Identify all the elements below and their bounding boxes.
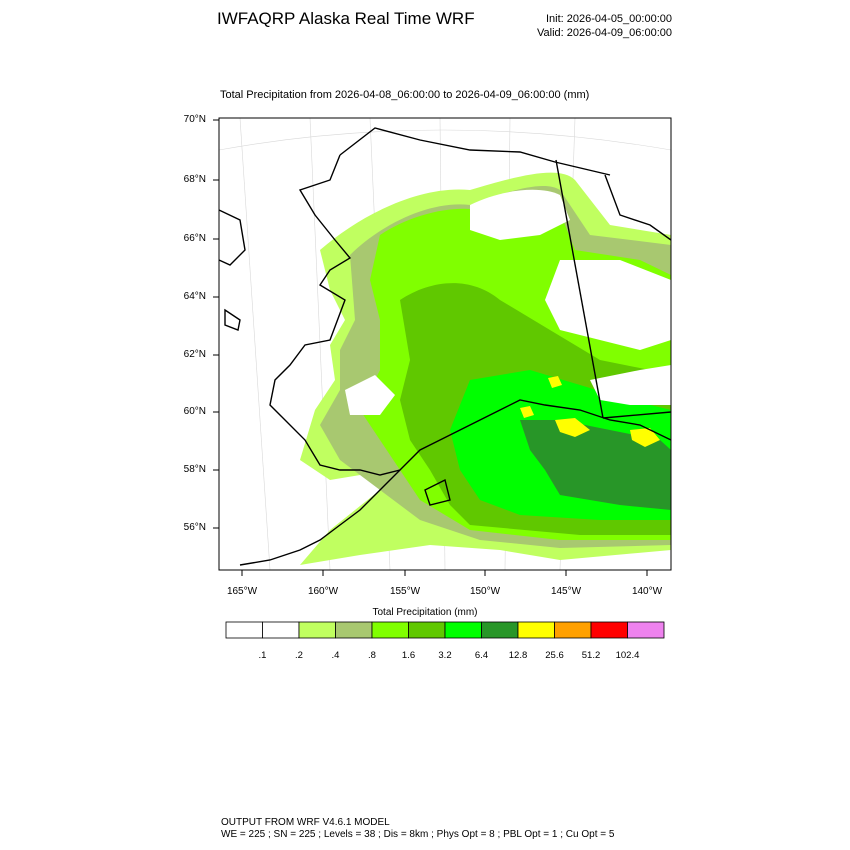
axis-ticks (213, 119, 648, 576)
colorbar-label: 12.8 (508, 650, 528, 661)
colorbar-label: 1.6 (401, 650, 416, 661)
lat-label: 56°N (183, 522, 206, 533)
lon-label: 155°W (389, 586, 421, 597)
colorbar-swatch (298, 621, 336, 639)
colorbar-swatch (554, 621, 592, 639)
lon-label: 145°W (550, 586, 582, 597)
map-area (219, 118, 671, 570)
lon-label: 165°W (226, 586, 258, 597)
colorbar (225, 621, 665, 639)
colorbar-label: .2 (295, 650, 303, 661)
lat-label: 68°N (183, 174, 206, 185)
colorbar-swatch (627, 621, 665, 639)
colorbar-label: .8 (368, 650, 376, 661)
footer-model: OUTPUT FROM WRF V4.6.1 MODEL (221, 817, 390, 828)
lat-label: 58°N (183, 464, 206, 475)
colorbar-label: 102.4 (615, 650, 640, 661)
colorbar-swatch (481, 621, 519, 639)
colorbar-label: 51.2 (581, 650, 601, 661)
colorbar-swatch (371, 621, 409, 639)
colorbar-label: .1 (258, 650, 267, 661)
lat-label: 66°N (183, 233, 206, 244)
colorbar-swatch (262, 621, 300, 639)
colorbar-label: .4 (331, 650, 340, 661)
valid-time: Valid: 2026-04-09_06:00:00 (537, 27, 672, 39)
coastline (219, 127, 671, 566)
plot-title: Total Precipitation from 2026-04-08_06:0… (220, 89, 590, 101)
lat-label: 64°N (183, 291, 206, 302)
colorbar-swatch (590, 621, 628, 639)
init-time: Init: 2026-04-05_00:00:00 (546, 13, 672, 25)
footer-config: WE = 225 ; SN = 225 ; Levels = 38 ; Dis … (221, 829, 615, 840)
lon-label: 140°W (631, 586, 663, 597)
lat-label: 60°N (183, 406, 206, 417)
colorbar-label: 25.6 (545, 650, 564, 661)
colorbar-swatch (335, 621, 373, 639)
colorbar-label: 6.4 (474, 650, 489, 661)
main-title: IWFAQRP Alaska Real Time WRF (217, 9, 475, 28)
lon-label: 150°W (469, 586, 501, 597)
precip-shading (300, 172, 671, 565)
colorbar-swatch (444, 621, 482, 639)
map-frame (218, 117, 672, 571)
colorbar-swatch (408, 621, 446, 639)
lat-label: 70°N (183, 114, 206, 125)
lon-label: 160°W (307, 586, 339, 597)
colorbar-swatch (225, 621, 263, 639)
border-line (555, 159, 671, 419)
legend-title: Total Precipitation (mm) (372, 607, 478, 618)
lat-label: 62°N (183, 349, 206, 360)
colorbar-swatch (517, 621, 555, 639)
colorbar-label: 3.2 (438, 650, 452, 661)
